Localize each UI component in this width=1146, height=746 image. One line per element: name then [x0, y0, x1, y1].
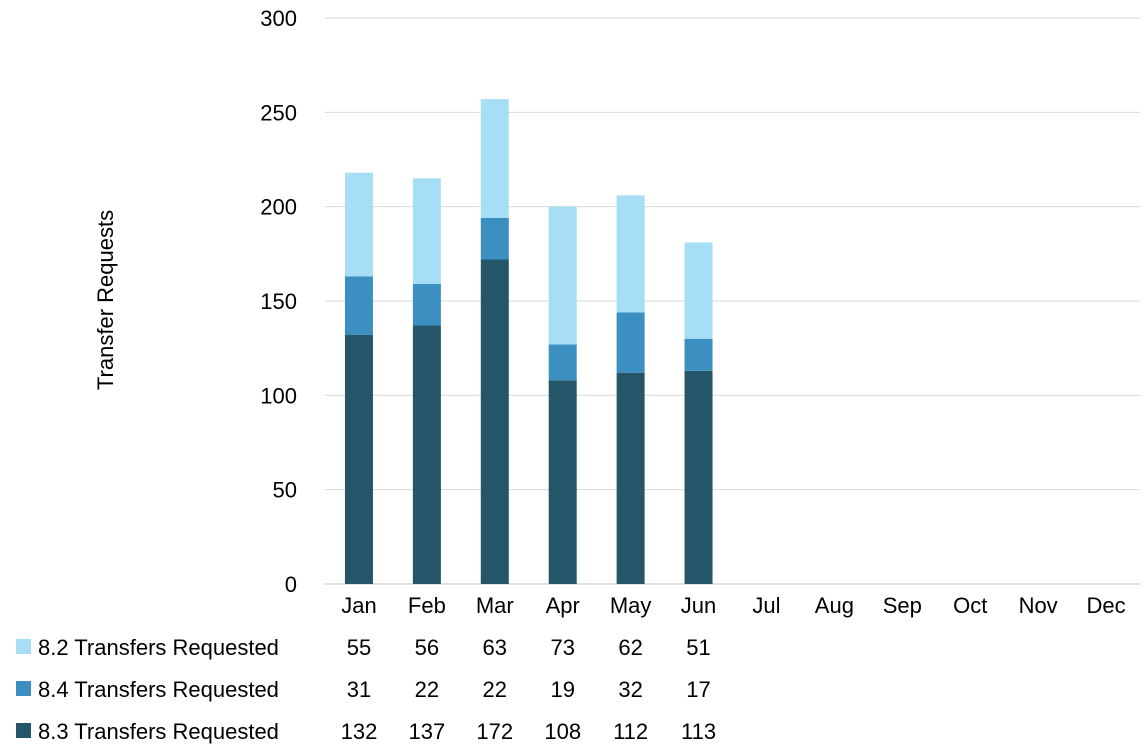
x-tick-label: Jan [341, 593, 376, 618]
table-cell: 22 [415, 677, 439, 702]
x-tick-label: Dec [1086, 593, 1125, 618]
table-cell: 62 [618, 635, 642, 660]
x-tick-label: Mar [476, 593, 514, 618]
table-cell: 19 [550, 677, 574, 702]
table-cell: 73 [550, 635, 574, 660]
bar-segment [344, 334, 373, 584]
table-cell: 51 [686, 635, 710, 660]
bar-segment [684, 370, 713, 584]
table-cell: 137 [409, 719, 446, 744]
x-tick-label: Nov [1019, 593, 1058, 618]
y-axis-title: Transfer Requests [93, 210, 118, 390]
table-cell: 108 [544, 719, 581, 744]
table-cell: 31 [347, 677, 371, 702]
table-cell: 113 [681, 719, 716, 744]
bar-segment [480, 259, 509, 584]
y-tick-label: 250 [260, 100, 297, 125]
bar-segment [344, 276, 373, 335]
bars [344, 99, 713, 584]
x-tick-label: Apr [546, 593, 580, 618]
x-tick-label: Feb [408, 593, 446, 618]
y-tick-label: 0 [285, 572, 297, 597]
table-cell: 132 [341, 719, 378, 744]
legend-label: 8.2 Transfers Requested [38, 635, 279, 660]
legend-swatch [16, 639, 31, 654]
bar-segment [480, 217, 509, 260]
x-tick-label: Jul [752, 593, 780, 618]
bar-segment [548, 344, 577, 381]
table-cell: 112 [613, 719, 648, 744]
table-cell: 63 [483, 635, 507, 660]
y-tick-label: 150 [260, 289, 297, 314]
bar-segment [344, 172, 373, 277]
x-tick-label: Jun [681, 593, 716, 618]
y-tick-label: 300 [260, 6, 297, 31]
bar-segment [684, 242, 713, 339]
y-tick-label: 200 [260, 195, 297, 220]
bar-segment [616, 372, 645, 584]
x-axis-tick-labels: Jan Feb Mar Apr May Jun Jul Aug Sep Oct Nov Dec [341, 593, 1125, 618]
legend-label: 8.4 Transfers Requested [38, 677, 279, 702]
table-cell: 17 [686, 677, 710, 702]
bar-segment [412, 178, 441, 285]
y-axis-tick-labels: 0 50 100 150 200 250 300 [260, 6, 297, 597]
x-tick-label: May [610, 593, 652, 618]
table-cell: 32 [618, 677, 642, 702]
bar-segment [480, 99, 509, 218]
x-tick-label: Sep [883, 593, 922, 618]
table-cell: 56 [415, 635, 439, 660]
y-tick-label: 50 [273, 478, 297, 503]
table-cell: 55 [347, 635, 371, 660]
bar-segment [548, 380, 577, 584]
bar-segment [412, 325, 441, 584]
data-table: 8.2 Transfers Requested 55 56 63 73 62 51 8.4 T… [16, 635, 716, 744]
x-tick-label: Oct [953, 593, 987, 618]
legend-swatch [16, 681, 31, 696]
bar-segment [548, 206, 577, 345]
table-cell: 172 [476, 719, 513, 744]
bar-segment [616, 195, 645, 313]
bar-segment [412, 284, 441, 326]
legend-swatch [16, 723, 31, 738]
x-tick-label: Aug [815, 593, 854, 618]
bar-segment [684, 338, 713, 371]
table-cell: 22 [483, 677, 507, 702]
legend-label: 8.3 Transfers Requested [38, 719, 279, 744]
y-tick-label: 100 [260, 383, 297, 408]
bar-segment [616, 312, 645, 373]
gridlines [325, 17, 1140, 585]
